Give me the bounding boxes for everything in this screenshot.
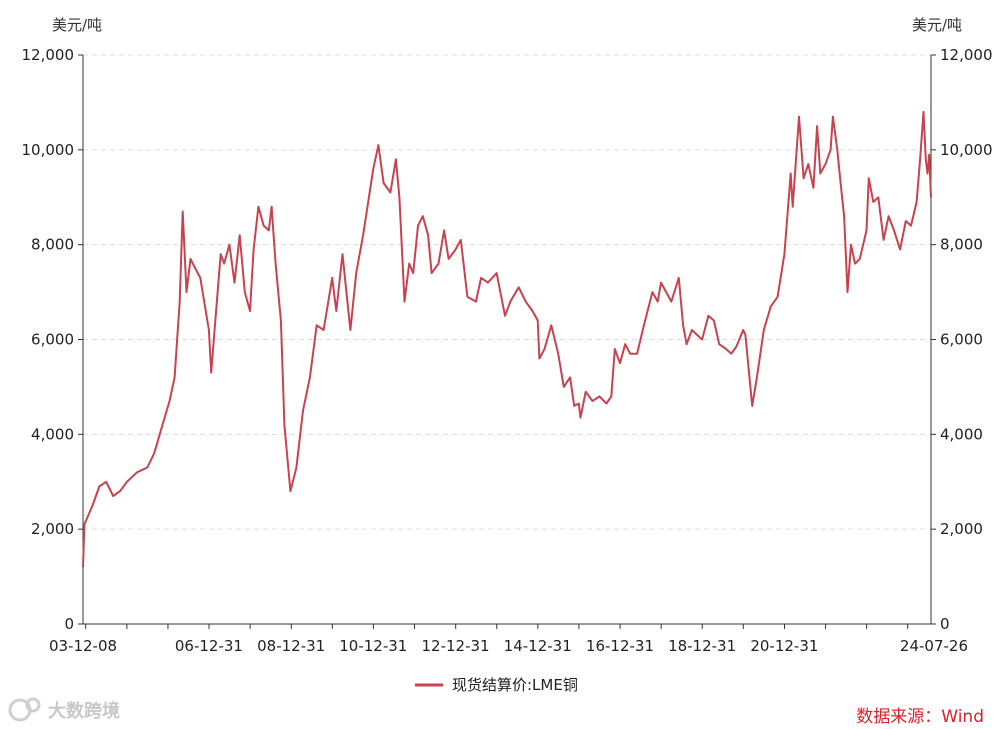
left-y-ticks: 0 2,000 4,000 6,000 8,000 10,000 12,000 bbox=[22, 46, 83, 633]
watermark-logo: 大数跨境 bbox=[8, 697, 120, 722]
y-tick-label: 2,000 bbox=[940, 520, 983, 538]
x-ticks: 03-12-08 06-12-31 08-12-31 10-12-31 12-12-31… bbox=[49, 624, 968, 655]
y-tick-label: 10,000 bbox=[940, 141, 993, 159]
y-tick-label: 2,000 bbox=[31, 520, 74, 538]
y-tick-label: 12,000 bbox=[940, 46, 993, 64]
x-tick-label: 18-12-31 bbox=[668, 637, 736, 655]
x-tick-label: 06-12-31 bbox=[175, 637, 243, 655]
x-tick-label: 24-07-26 bbox=[900, 637, 968, 655]
y-tick-label: 4,000 bbox=[940, 425, 983, 443]
legend-label: 现货结算价:LME铜 bbox=[452, 676, 578, 694]
y-tick-label: 0 bbox=[940, 615, 950, 633]
x-tick-label: 14-12-31 bbox=[504, 637, 572, 655]
y-tick-label: 0 bbox=[64, 615, 74, 633]
x-tick-label: 08-12-31 bbox=[257, 637, 325, 655]
y-tick-label: 4,000 bbox=[31, 425, 74, 443]
series-line-lme-copper bbox=[82, 110, 932, 568]
x-tick-label: 03-12-08 bbox=[49, 637, 117, 655]
data-source-label: 数据来源：Wind bbox=[856, 707, 984, 727]
x-tick-label: 10-12-31 bbox=[339, 637, 407, 655]
x-tick-label: 16-12-31 bbox=[586, 637, 654, 655]
x-tick-label: 12-12-31 bbox=[422, 637, 490, 655]
y-tick-label: 8,000 bbox=[31, 236, 74, 254]
x-tick-label: 20-12-31 bbox=[750, 637, 818, 655]
left-unit-label: 美元/吨 bbox=[52, 16, 102, 34]
watermark-text: 大数跨境 bbox=[48, 700, 120, 722]
y-tick-label: 10,000 bbox=[22, 141, 75, 159]
right-y-ticks: 0 2,000 4,000 6,000 8,000 10,000 12,000 bbox=[931, 46, 993, 633]
gridlines bbox=[83, 54, 931, 530]
y-tick-label: 12,000 bbox=[22, 46, 75, 64]
legend[interactable]: 现货结算价:LME铜 bbox=[415, 676, 578, 694]
y-tick-label: 6,000 bbox=[940, 331, 983, 349]
y-tick-label: 6,000 bbox=[31, 331, 74, 349]
right-unit-label: 美元/吨 bbox=[912, 16, 962, 34]
y-tick-label: 8,000 bbox=[940, 236, 983, 254]
